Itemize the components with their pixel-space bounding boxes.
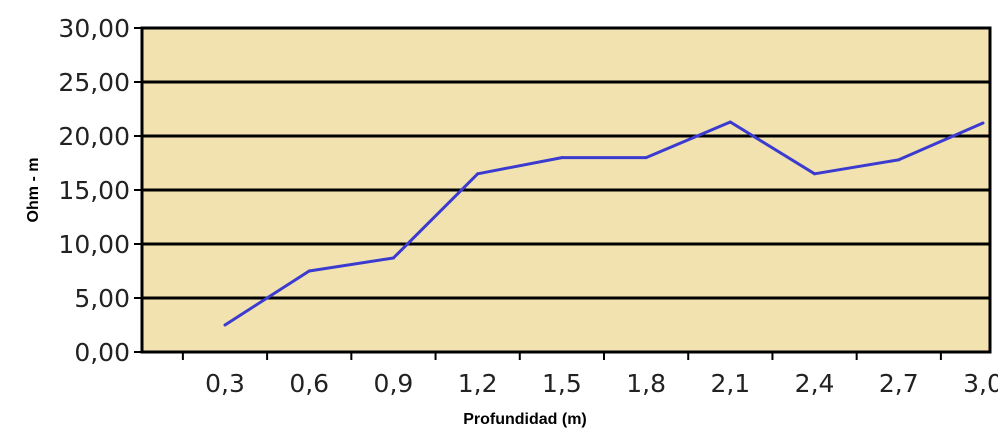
x-tick-label: 3,0 bbox=[963, 369, 998, 398]
x-tick-label: 2,7 bbox=[879, 369, 919, 398]
x-tick-label: 0,6 bbox=[289, 369, 329, 398]
y-tick-label: 25,00 bbox=[58, 68, 130, 97]
data-point bbox=[391, 256, 395, 260]
x-axis-title: Profundidad (m) bbox=[463, 411, 587, 428]
data-point bbox=[223, 323, 227, 327]
y-tick-label: 10,00 bbox=[58, 230, 130, 259]
y-tick-label: 30,00 bbox=[58, 14, 130, 43]
series-group bbox=[223, 120, 985, 327]
x-tick-label: 1,5 bbox=[542, 369, 582, 398]
data-point bbox=[560, 156, 564, 160]
x-tick-label: 0,3 bbox=[205, 369, 245, 398]
data-point bbox=[897, 158, 901, 162]
y-tick-label: 15,00 bbox=[58, 176, 130, 205]
x-tick-label: 1,2 bbox=[458, 369, 498, 398]
y-tick-label: 20,00 bbox=[58, 122, 130, 151]
x-tick-label: 1,8 bbox=[626, 369, 666, 398]
x-tick-label: 2,4 bbox=[795, 369, 835, 398]
y-axis-title: Ohm - m bbox=[25, 158, 42, 223]
data-point bbox=[728, 120, 732, 124]
y-axis-ticks: 0,00 5,00 10,00 15,00 20,00 25,00 30,00 bbox=[58, 14, 142, 367]
y-tick-label: 0,00 bbox=[74, 338, 130, 367]
data-point bbox=[644, 156, 648, 160]
y-tick-label: 5,00 bbox=[74, 284, 130, 313]
x-tick-label: 2,1 bbox=[710, 369, 750, 398]
x-axis-ticks: 0,3 0,6 0,9 1,2 1,5 1,8 2,1 2,4 2,7 3,0 bbox=[181, 352, 998, 398]
data-point bbox=[307, 269, 311, 273]
data-point bbox=[476, 172, 480, 176]
series-line bbox=[224, 120, 984, 327]
x-tick-label: 0,9 bbox=[374, 369, 414, 398]
gridlines bbox=[142, 80, 990, 300]
data-point bbox=[981, 121, 985, 125]
data-point bbox=[813, 172, 817, 176]
